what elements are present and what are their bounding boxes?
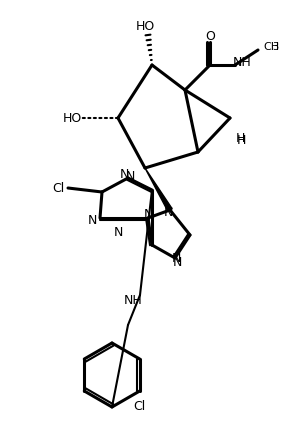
Text: N: N xyxy=(125,169,135,182)
Text: N: N xyxy=(87,215,97,228)
Text: NH: NH xyxy=(233,55,251,69)
Text: N: N xyxy=(172,257,182,270)
Text: O: O xyxy=(205,29,215,42)
Text: NH: NH xyxy=(124,293,142,306)
Text: H: H xyxy=(236,133,246,146)
Text: N: N xyxy=(113,226,123,238)
Text: Cl: Cl xyxy=(52,181,64,194)
Text: N: N xyxy=(119,168,129,181)
Polygon shape xyxy=(145,168,172,211)
Text: 3: 3 xyxy=(272,42,278,52)
Text: N: N xyxy=(163,206,173,219)
Text: CH: CH xyxy=(263,42,279,52)
Text: H: H xyxy=(235,131,245,144)
Text: N: N xyxy=(171,251,181,264)
Text: HO: HO xyxy=(135,19,154,32)
Text: HO: HO xyxy=(62,111,82,124)
Text: N: N xyxy=(143,209,153,222)
Text: Cl: Cl xyxy=(133,400,146,413)
